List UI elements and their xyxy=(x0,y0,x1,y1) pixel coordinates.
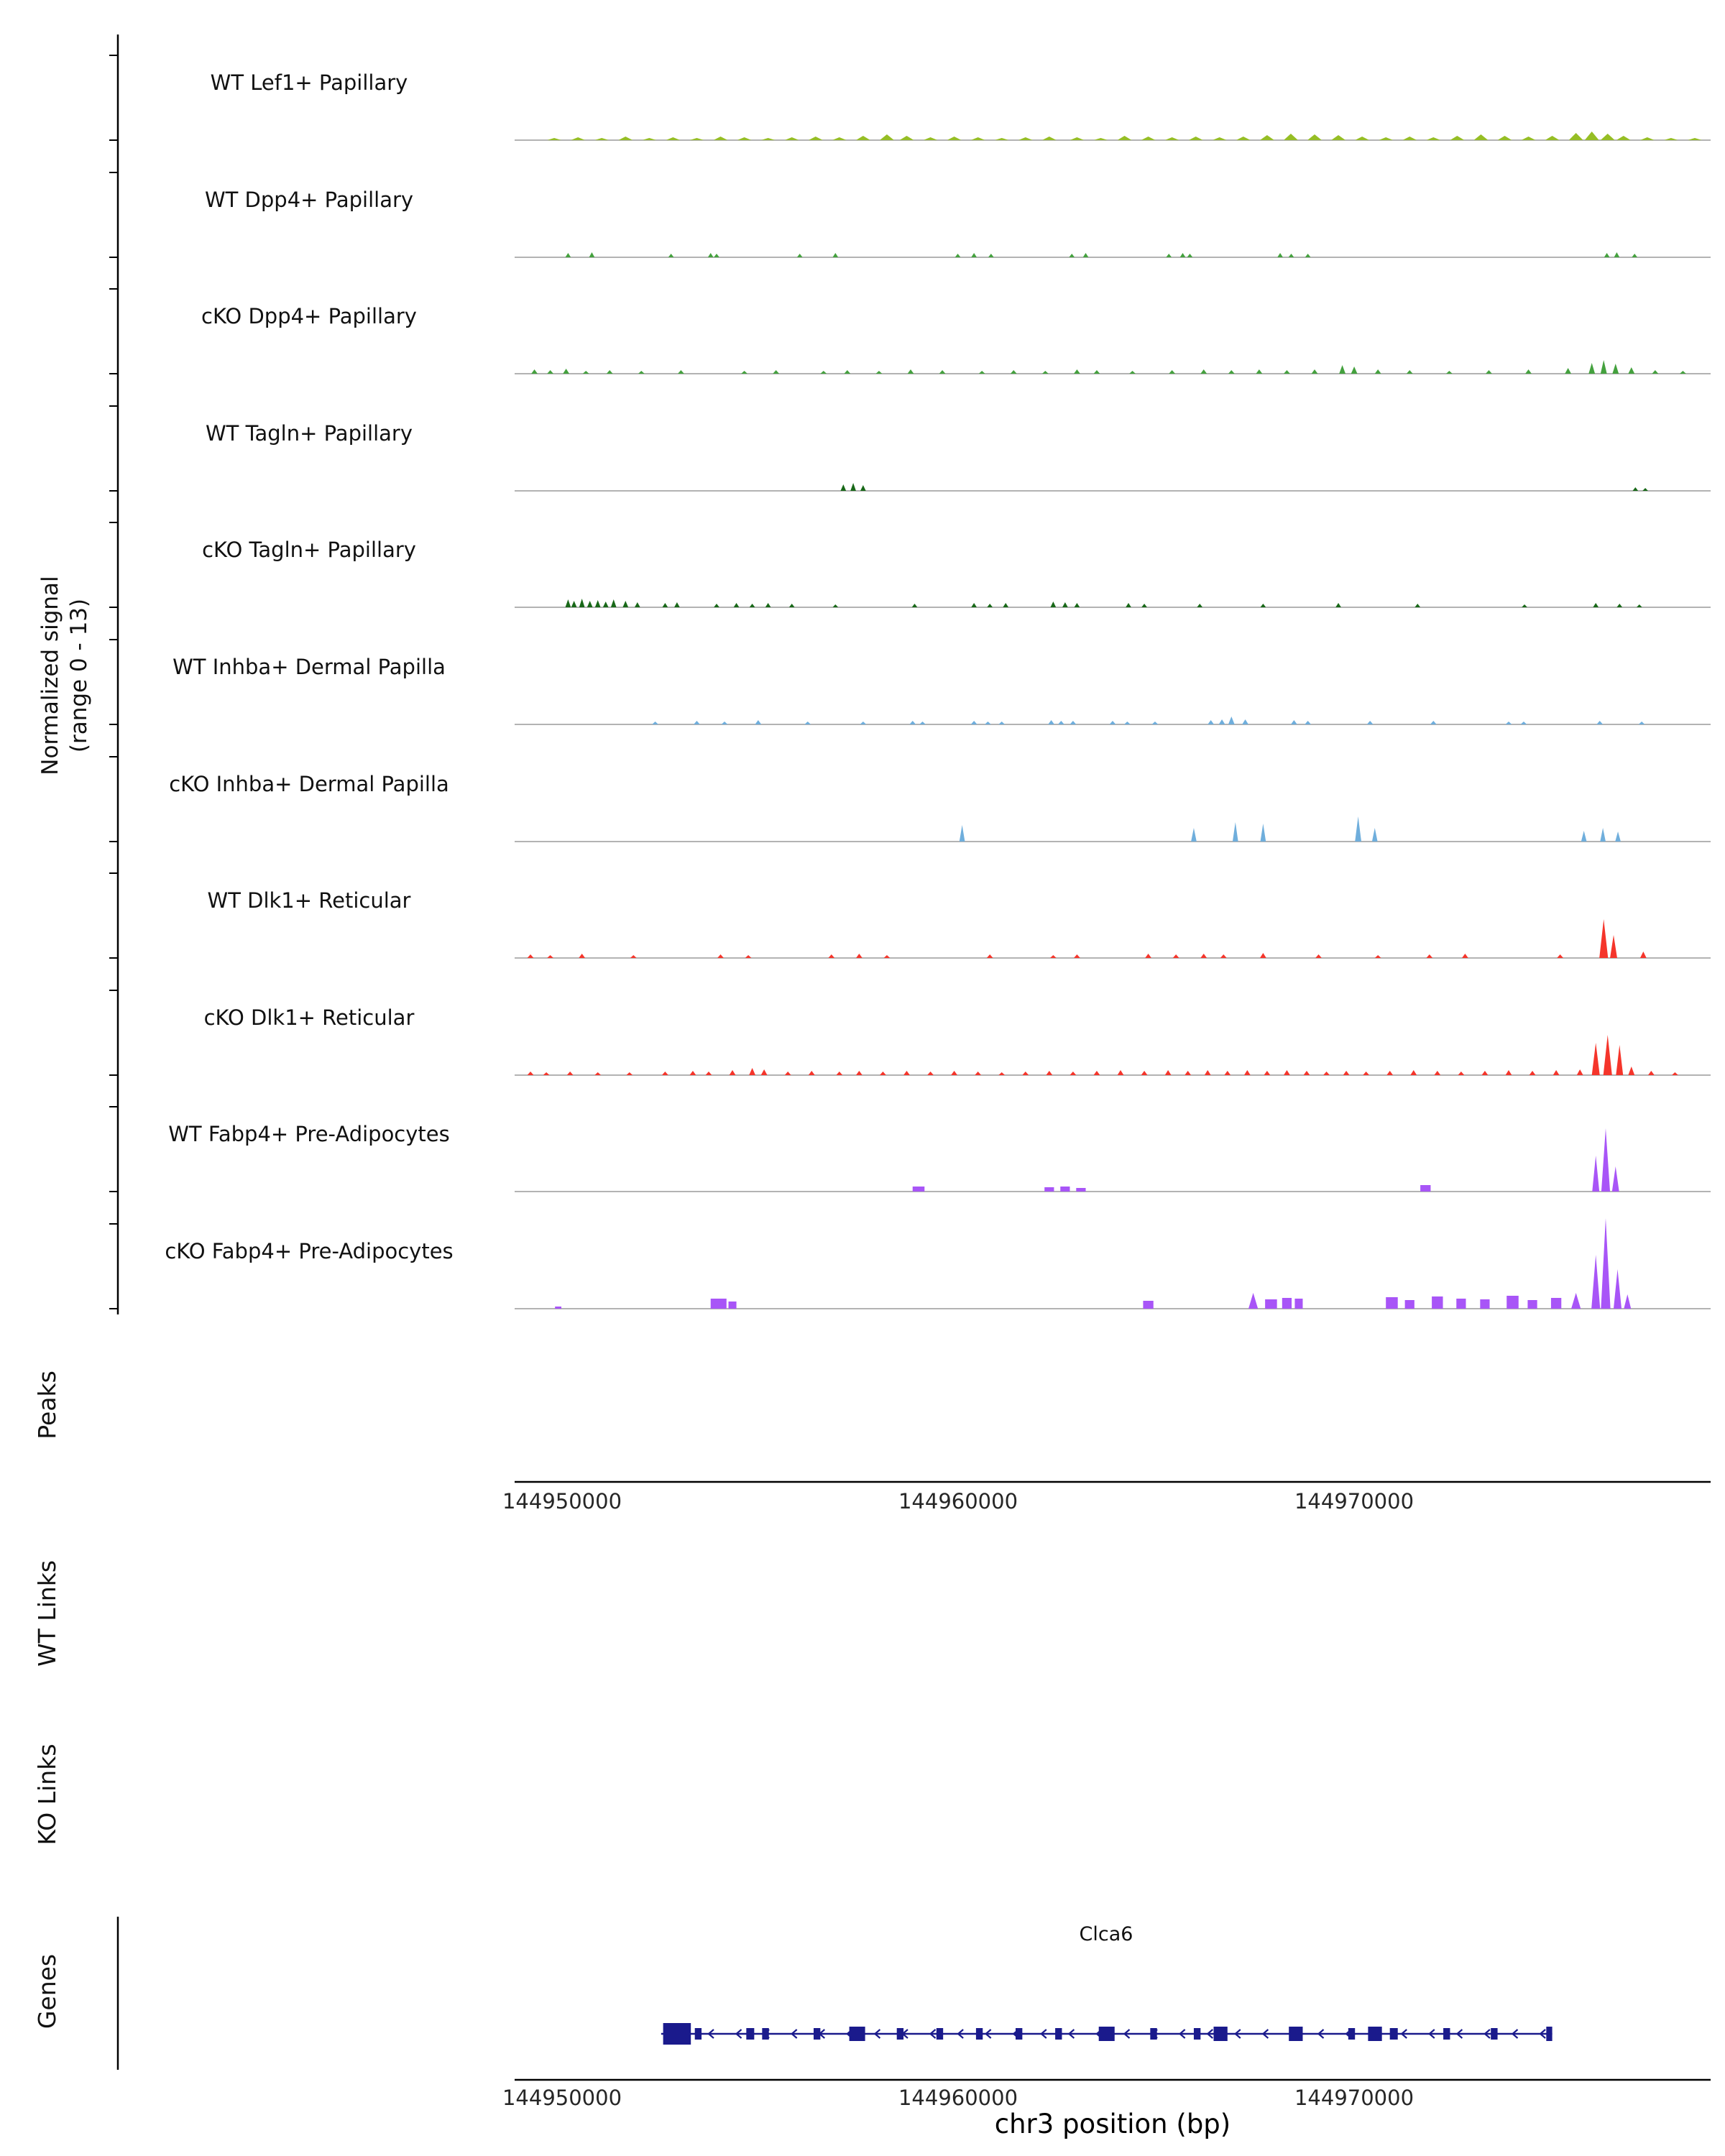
track-label-wt-dpp4-papillary: WT Dpp4+ Papillary xyxy=(204,188,414,212)
section-label-ko-links: KO Links xyxy=(33,1743,61,1846)
section-label-peaks: Peaks xyxy=(33,1370,61,1439)
genes-axis-tick-144960000: 144960000 xyxy=(898,2086,1018,2110)
signal-track-4 xyxy=(109,522,1711,608)
signal-track-2 xyxy=(109,288,1711,374)
x-axis-title: chr3 position (bp) xyxy=(994,2109,1231,2139)
track-label-wt-dlk1-reticular: WT Dlk1+ Reticular xyxy=(207,888,411,913)
track-label-cko-fabp4-pre-adipocytes: cKO Fabp4+ Pre-Adipocytes xyxy=(165,1239,454,1263)
y-axis-label-line1: Normalized signal xyxy=(37,576,63,775)
signal-track-9 xyxy=(109,1106,1711,1192)
track-label-cko-tagln-papillary: cKO Tagln+ Papillary xyxy=(202,538,416,562)
y-axis-label-line2: (range 0 - 13) xyxy=(66,598,92,753)
track-label-cko-inhba-dermal-papilla: cKO Inhba+ Dermal Papilla xyxy=(169,772,449,796)
track-label-wt-tagln-papillary: WT Tagln+ Papillary xyxy=(205,421,413,446)
signal-track-8 xyxy=(109,990,1711,1076)
track-label-wt-inhba-dermal-papilla: WT Inhba+ Dermal Papilla xyxy=(172,655,446,679)
track-label-cko-dpp4-papillary: cKO Dpp4+ Papillary xyxy=(201,304,417,328)
signal-track-3 xyxy=(109,405,1711,492)
track-label-cko-dlk1-reticular: cKO Dlk1+ Reticular xyxy=(203,1005,415,1030)
peaks-axis-tick-144960000: 144960000 xyxy=(898,1489,1018,1514)
signal-track-6 xyxy=(109,756,1711,842)
track-label-wt-fabp4-pre-adipocytes: WT Fabp4+ Pre-Adipocytes xyxy=(168,1122,450,1146)
section-label-genes: Genes xyxy=(33,1953,61,2030)
signal-track-5 xyxy=(109,639,1711,725)
genes-axis-tick-144970000: 144970000 xyxy=(1294,2086,1414,2110)
y-axis-label: Normalized signal (range 0 - 13) xyxy=(36,244,93,1107)
genes-axis-tick-144950000: 144950000 xyxy=(502,2086,622,2110)
signal-track-7 xyxy=(109,872,1711,959)
signal-track-10 xyxy=(109,1218,1711,1309)
track-label-wt-lef1-papillary: WT Lef1+ Papillary xyxy=(210,70,408,95)
gene-name-label: Clca6 xyxy=(1079,1923,1133,1945)
peaks-axis-tick-144970000: 144970000 xyxy=(1294,1489,1414,1514)
signal-track-1 xyxy=(109,172,1711,258)
gene-model-clca6 xyxy=(661,2023,1552,2045)
signal-track-0 xyxy=(109,55,1711,141)
peaks-axis-tick-144950000: 144950000 xyxy=(502,1489,622,1514)
